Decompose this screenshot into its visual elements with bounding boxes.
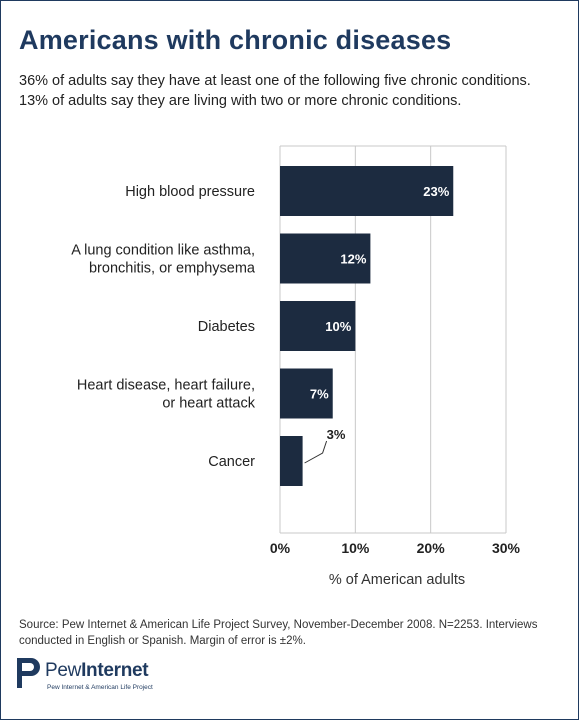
logo-word-pew: Pew (45, 660, 82, 681)
page-title: Americans with chronic diseases (19, 25, 452, 55)
category-label-1-0: A lung condition like asthma, (71, 243, 255, 259)
category-label-1-1: bronchitis, or emphysema (89, 261, 256, 277)
logo-word-internet: Internet (81, 660, 149, 681)
logo-subtitle: Pew Internet & American Life Project (47, 684, 153, 691)
data-label-leader-4 (304, 440, 328, 464)
subtitle-line-2: 13% of adults say they are living with t… (19, 93, 462, 109)
data-label-0: 23% (423, 184, 449, 199)
category-label-3-1: or heart attack (162, 396, 255, 412)
bar-2 (280, 301, 356, 351)
data-label-3: 7% (310, 387, 329, 402)
category-label-4-0: Cancer (208, 454, 255, 470)
source-line-1: Source: Pew Internet & American Life Pro… (19, 619, 538, 631)
bar-3 (280, 368, 333, 419)
bar-4 (280, 436, 303, 486)
x-axis-label: % of American adults (329, 572, 465, 588)
category-label-2-0: Diabetes (198, 319, 255, 335)
x-tick-label-1: 10% (341, 540, 370, 556)
subtitle: 36% of adults say they have at least one… (19, 71, 569, 111)
category-label-3-0: Heart disease, heart failure, (77, 378, 255, 394)
bar-chart: High blood pressure 23% A lung condition l… (71, 145, 521, 588)
data-label-1: 12% (340, 252, 366, 267)
data-label-4: 3% (327, 427, 346, 442)
x-tick-label-3: 30% (492, 540, 521, 556)
bar-0 (280, 166, 454, 216)
logo-wordmark: PewInternet (45, 660, 149, 682)
x-tick-label-0: 0% (270, 540, 291, 556)
x-tick-label-2: 20% (417, 540, 446, 556)
data-label-2: 10% (325, 319, 351, 334)
subtitle-line-1: 36% of adults say they have at least one… (19, 73, 531, 89)
category-label-0-0: High blood pressure (125, 184, 255, 200)
logo-mark-icon (17, 658, 40, 688)
source-note: Source: Pew Internet & American Life Pro… (19, 617, 559, 649)
bar-1 (280, 233, 371, 284)
source-line-2: conducted in English or Spanish. Margin … (19, 635, 306, 647)
